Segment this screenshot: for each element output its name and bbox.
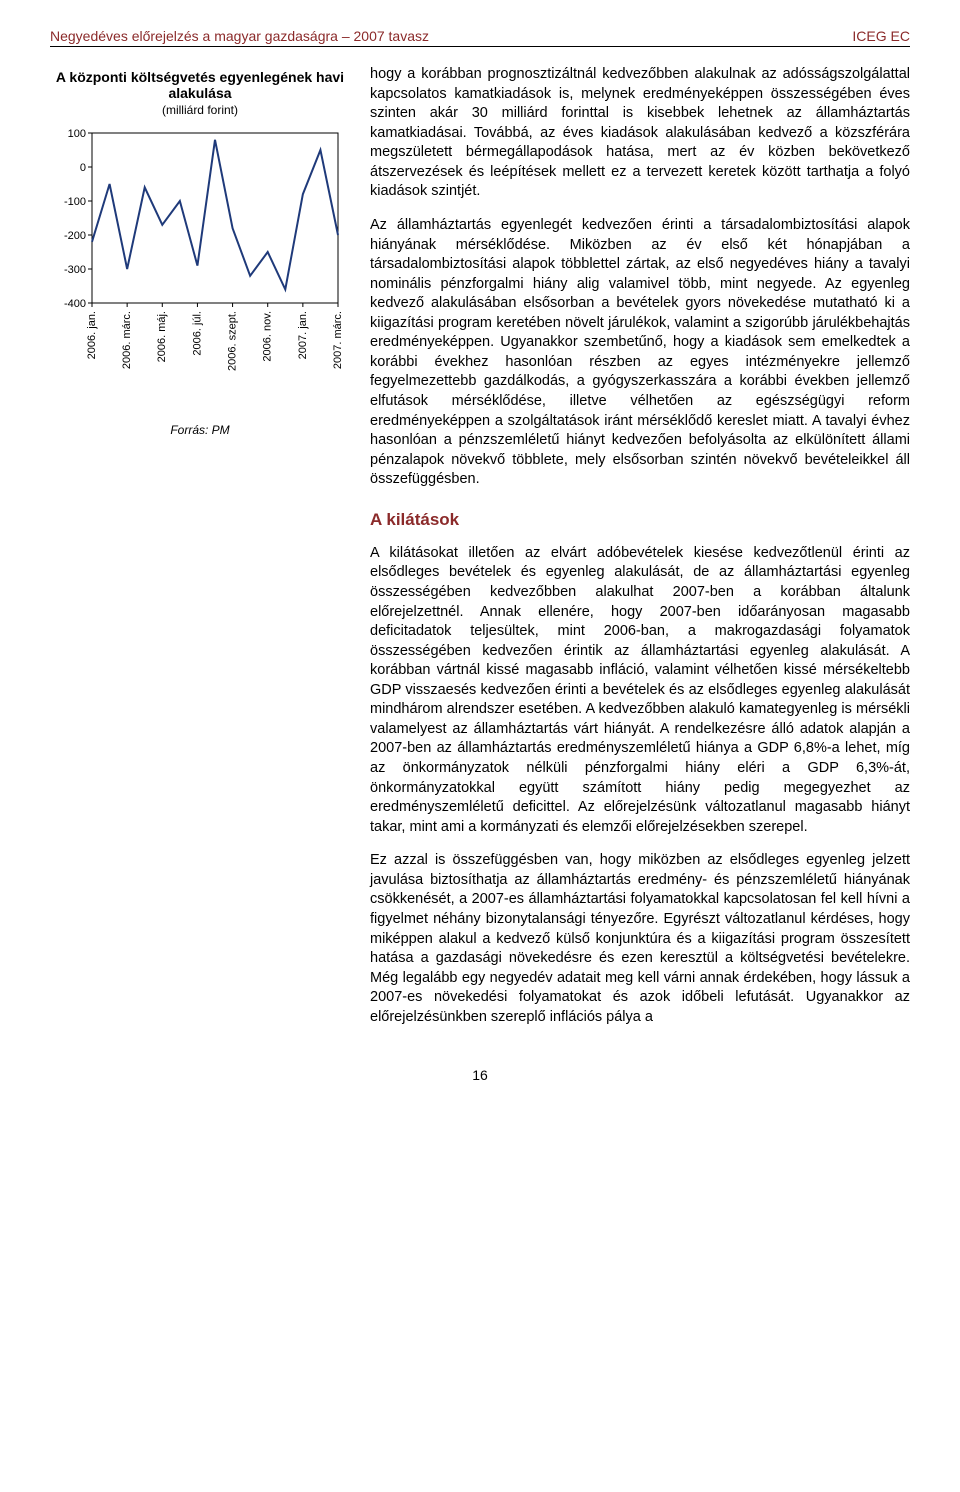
svg-text:2006. nov.: 2006. nov.	[262, 311, 274, 362]
chart-title: A központi költségvetés egyenlegének hav…	[50, 69, 350, 101]
page-header: Negyedéves előrejelzés a magyar gazdaság…	[50, 28, 910, 47]
paragraph-2: Az államháztartás egyenlegét kedvezően é…	[370, 216, 910, 490]
chart-svg: -400 -300 -200 -100 0 100 2006. jan. 2006. márc…	[50, 123, 350, 403]
svg-text:-400: -400	[64, 298, 86, 310]
budget-balance-chart: A központi költségvetés egyenlegének hav…	[50, 65, 350, 437]
page-number: 16	[50, 1067, 910, 1083]
svg-text:2006. szept.: 2006. szept.	[226, 311, 238, 371]
paragraph-4: Ez azzal is összefüggésben van, hogy mik…	[370, 851, 910, 1027]
svg-text:100: 100	[68, 128, 86, 140]
svg-text:2007. márc.: 2007. márc.	[332, 311, 344, 369]
svg-text:2006. márc.: 2006. márc.	[121, 311, 133, 369]
header-org: ICEG EC	[852, 28, 910, 44]
svg-text:2007. jan.: 2007. jan.	[297, 311, 309, 359]
body-text: hogy a korábban prognosztizáltnál kedvez…	[370, 65, 910, 1041]
svg-text:-100: -100	[64, 196, 86, 208]
svg-text:2006. júl.: 2006. júl.	[191, 311, 203, 356]
paragraph-1: hogy a korábban prognosztizáltnál kedvez…	[370, 65, 910, 202]
svg-text:2006. jan.: 2006. jan.	[86, 311, 98, 359]
paragraph-3: A kilátásokat illetően az elvárt adóbevé…	[370, 544, 910, 837]
svg-text:0: 0	[80, 162, 86, 174]
svg-text:2006. máj.: 2006. máj.	[156, 311, 168, 362]
svg-text:-200: -200	[64, 230, 86, 242]
chart-source: Forrás: PM	[50, 423, 350, 437]
section-heading-outlook: A kilátások	[370, 510, 910, 530]
svg-text:-300: -300	[64, 264, 86, 276]
header-title: Negyedéves előrejelzés a magyar gazdaság…	[50, 28, 429, 44]
chart-subtitle: (milliárd forint)	[50, 103, 350, 117]
